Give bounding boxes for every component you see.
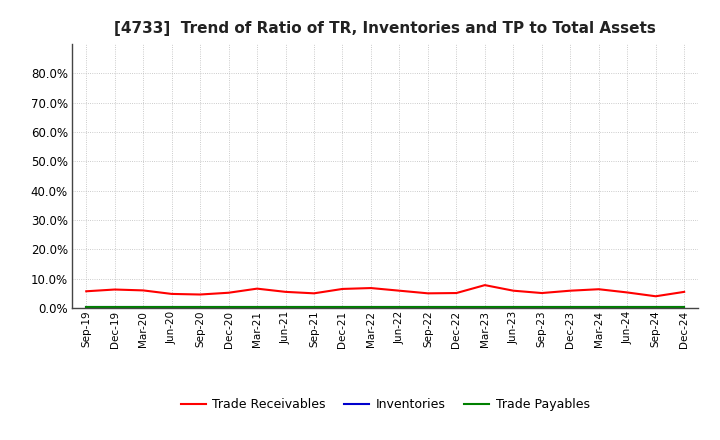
Trade Receivables xyxy=(652,293,660,299)
Trade Receivables xyxy=(110,287,119,292)
Inventories xyxy=(652,305,660,310)
Inventories xyxy=(253,305,261,310)
Inventories xyxy=(225,305,233,310)
Trade Receivables xyxy=(623,290,631,295)
Inventories xyxy=(167,305,176,310)
Title: [4733]  Trend of Ratio of TR, Inventories and TP to Total Assets: [4733] Trend of Ratio of TR, Inventories… xyxy=(114,21,656,36)
Trade Receivables xyxy=(282,289,290,294)
Trade Payables xyxy=(509,304,518,309)
Trade Payables xyxy=(366,304,375,309)
Inventories xyxy=(110,305,119,310)
Inventories xyxy=(282,305,290,310)
Trade Payables xyxy=(537,304,546,309)
Trade Payables xyxy=(253,304,261,309)
Trade Payables xyxy=(480,304,489,309)
Trade Payables xyxy=(452,304,461,309)
Inventories xyxy=(310,305,318,310)
Trade Receivables xyxy=(680,289,688,294)
Legend: Trade Receivables, Inventories, Trade Payables: Trade Receivables, Inventories, Trade Pa… xyxy=(176,393,595,416)
Trade Payables xyxy=(310,304,318,309)
Inventories xyxy=(680,305,688,310)
Trade Receivables xyxy=(366,286,375,291)
Inventories xyxy=(338,305,347,310)
Inventories xyxy=(623,305,631,310)
Trade Payables xyxy=(423,304,432,309)
Trade Receivables xyxy=(566,288,575,293)
Trade Payables xyxy=(196,304,204,309)
Inventories xyxy=(566,305,575,310)
Trade Payables xyxy=(566,304,575,309)
Inventories xyxy=(366,305,375,310)
Trade Receivables xyxy=(225,290,233,295)
Inventories xyxy=(537,305,546,310)
Trade Payables xyxy=(680,304,688,309)
Trade Receivables xyxy=(310,291,318,296)
Inventories xyxy=(480,305,489,310)
Trade Payables xyxy=(167,304,176,309)
Trade Payables xyxy=(110,304,119,309)
Trade Payables xyxy=(623,304,631,309)
Trade Receivables xyxy=(82,289,91,294)
Trade Payables xyxy=(652,304,660,309)
Trade Receivables xyxy=(338,286,347,292)
Trade Receivables xyxy=(595,286,603,292)
Trade Payables xyxy=(225,304,233,309)
Trade Payables xyxy=(82,304,91,309)
Trade Receivables xyxy=(196,292,204,297)
Trade Receivables xyxy=(480,282,489,288)
Trade Receivables xyxy=(395,288,404,293)
Trade Receivables xyxy=(509,288,518,293)
Trade Payables xyxy=(139,304,148,309)
Trade Receivables xyxy=(423,291,432,296)
Trade Receivables xyxy=(452,290,461,296)
Trade Payables xyxy=(595,304,603,309)
Trade Payables xyxy=(395,304,404,309)
Inventories xyxy=(395,305,404,310)
Trade Payables xyxy=(338,304,347,309)
Inventories xyxy=(423,305,432,310)
Inventories xyxy=(595,305,603,310)
Trade Receivables xyxy=(167,291,176,297)
Trade Receivables xyxy=(139,288,148,293)
Inventories xyxy=(452,305,461,310)
Inventories xyxy=(509,305,518,310)
Inventories xyxy=(82,305,91,310)
Line: Trade Receivables: Trade Receivables xyxy=(86,285,684,296)
Trade Receivables xyxy=(253,286,261,291)
Inventories xyxy=(196,305,204,310)
Trade Payables xyxy=(282,304,290,309)
Trade Receivables xyxy=(537,290,546,296)
Inventories xyxy=(139,305,148,310)
